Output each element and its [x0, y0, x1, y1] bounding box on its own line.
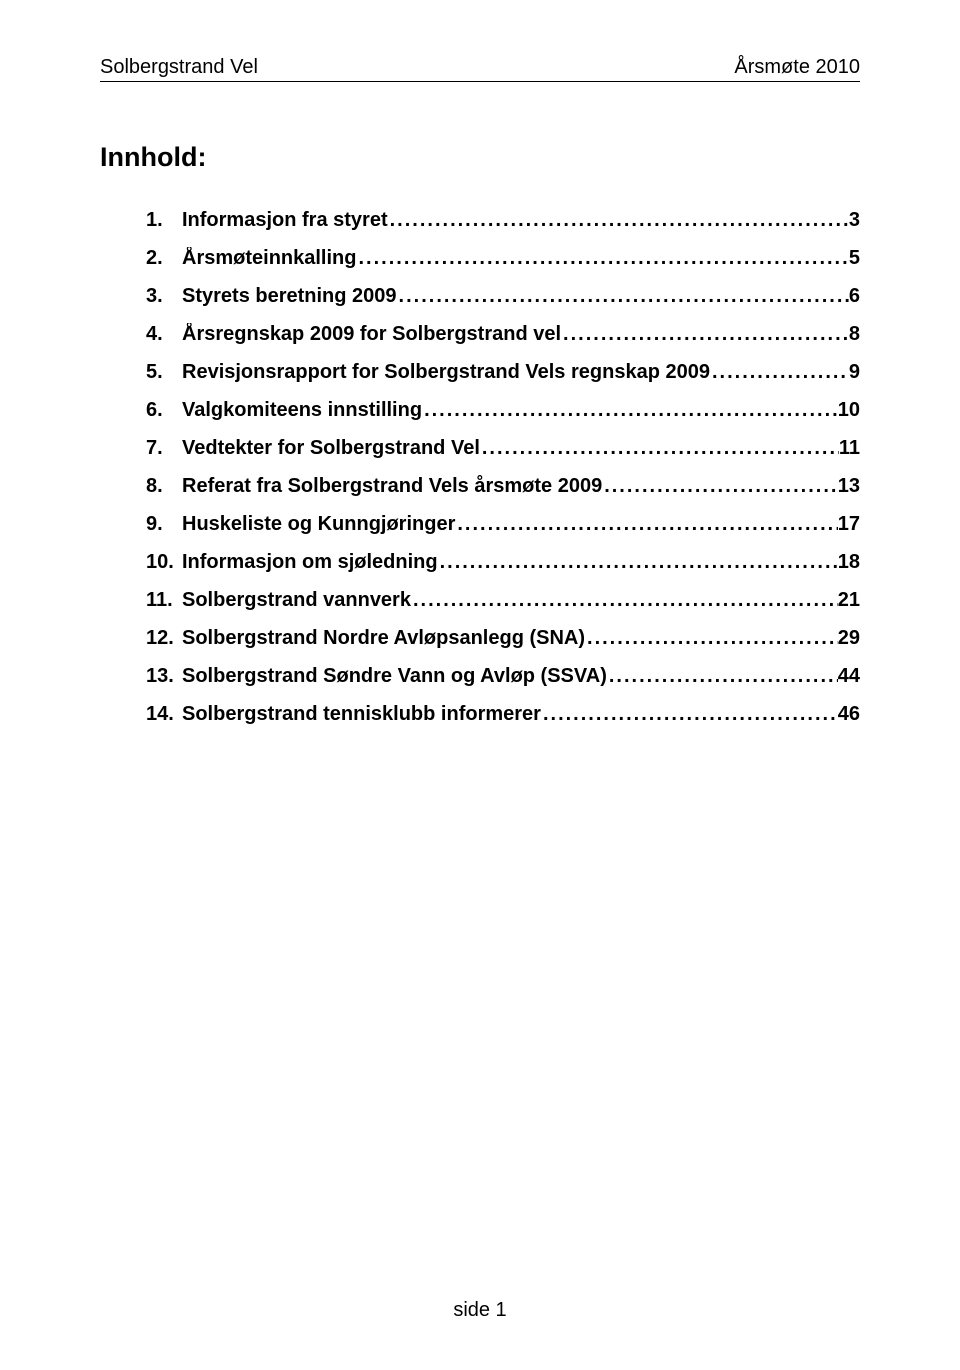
toc-entry-page: 29 — [838, 627, 860, 650]
toc-entry-label: Vedtekter for Solbergstrand Vel — [182, 437, 480, 460]
toc-entry-label: Solbergstrand Søndre Vann og Avløp (SSVA… — [182, 665, 607, 688]
toc-entry-number: 1. — [146, 209, 182, 232]
toc-entry: 13.Solbergstrand Søndre Vann og Avløp (S… — [146, 665, 860, 688]
toc-entry-number: 8. — [146, 475, 182, 498]
toc-entry-label: Solbergstrand vannverk — [182, 589, 411, 612]
toc-entry: 2.Årsmøteinnkalling 5 — [146, 247, 860, 270]
toc-entry-leader — [561, 323, 849, 346]
toc-entry-number: 3. — [146, 285, 182, 308]
toc-entry-leader — [397, 285, 849, 308]
toc-entry-label: Årsregnskap 2009 for Solbergstrand vel — [182, 323, 561, 346]
toc-entry-page: 13 — [838, 475, 860, 498]
toc-entry-number: 5. — [146, 361, 182, 384]
toc-entry-leader — [602, 475, 838, 498]
toc-entry-label: Informasjon om sjøledning — [182, 551, 438, 574]
toc-entry-label: Valgkomiteens innstilling — [182, 399, 422, 422]
toc-entry-leader — [607, 665, 838, 688]
toc-entry-page: 3 — [849, 209, 860, 232]
toc-entry-leader — [388, 209, 849, 232]
toc-entry-number: 11. — [146, 589, 182, 612]
page-title: Innhold: — [100, 142, 860, 173]
toc-entry: 6.Valgkomiteens innstilling 10 — [146, 399, 860, 422]
toc-entry-leader — [480, 437, 839, 460]
toc-entry-page: 6 — [849, 285, 860, 308]
toc-entry-label: Styrets beretning 2009 — [182, 285, 397, 308]
header-left: Solbergstrand Vel — [100, 56, 258, 79]
toc-entry-leader — [455, 513, 837, 536]
page: Solbergstrand Vel Årsmøte 2010 Innhold: … — [0, 0, 960, 1370]
table-of-contents: 1.Informasjon fra styret 3 2.Årsmøteinnkal… — [100, 209, 860, 726]
toc-entry: 8.Referat fra Solbergstrand Vels årsmøte… — [146, 475, 860, 498]
toc-entry: 10.Informasjon om sjøledning 18 — [146, 551, 860, 574]
toc-entry-page: 8 — [849, 323, 860, 346]
toc-entry: 5.Revisjonsrapport for Solbergstrand Vel… — [146, 361, 860, 384]
toc-entry-number: 9. — [146, 513, 182, 536]
toc-entry-label: Årsmøteinnkalling — [182, 247, 356, 270]
toc-entry-number: 13. — [146, 665, 182, 688]
toc-entry: 7.Vedtekter for Solbergstrand Vel 11 — [146, 437, 860, 460]
toc-entry: 4.Årsregnskap 2009 for Solbergstrand vel… — [146, 323, 860, 346]
toc-entry: 3.Styrets beretning 2009 6 — [146, 285, 860, 308]
toc-entry-page: 21 — [838, 589, 860, 612]
toc-entry-number: 10. — [146, 551, 182, 574]
toc-entry-leader — [438, 551, 838, 574]
toc-entry-number: 6. — [146, 399, 182, 422]
toc-entry-number: 4. — [146, 323, 182, 346]
toc-entry-label: Revisjonsrapport for Solbergstrand Vels … — [182, 361, 710, 384]
page-header: Solbergstrand Vel Årsmøte 2010 — [100, 56, 860, 82]
toc-entry-number: 2. — [146, 247, 182, 270]
toc-entry-page: 46 — [838, 703, 860, 726]
page-footer: side 1 — [0, 1299, 960, 1322]
toc-entry-page: 17 — [838, 513, 860, 536]
toc-entry-label: Huskeliste og Kunngjøringer — [182, 513, 455, 536]
toc-entry-page: 5 — [849, 247, 860, 270]
toc-entry: 12.Solbergstrand Nordre Avløpsanlegg (SN… — [146, 627, 860, 650]
toc-entry-label: Referat fra Solbergstrand Vels årsmøte 2… — [182, 475, 602, 498]
toc-entry-page: 11 — [839, 437, 860, 460]
toc-entry: 9.Huskeliste og Kunngjøringer 17 — [146, 513, 860, 536]
toc-entry-number: 12. — [146, 627, 182, 650]
toc-entry-page: 44 — [838, 665, 860, 688]
toc-entry-number: 14. — [146, 703, 182, 726]
toc-entry-page: 18 — [838, 551, 860, 574]
toc-entry-label: Solbergstrand tennisklubb informerer — [182, 703, 541, 726]
toc-entry-number: 7. — [146, 437, 182, 460]
toc-entry-leader — [422, 399, 838, 422]
toc-entry-leader — [411, 589, 838, 612]
toc-entry-leader — [585, 627, 838, 650]
toc-entry-leader — [356, 247, 848, 270]
toc-entry: 11.Solbergstrand vannverk 21 — [146, 589, 860, 612]
toc-entry-leader — [541, 703, 838, 726]
toc-entry-page: 9 — [849, 361, 860, 384]
toc-entry: 1.Informasjon fra styret 3 — [146, 209, 860, 232]
toc-entry-page: 10 — [838, 399, 860, 422]
toc-entry: 14.Solbergstrand tennisklubb informerer 4… — [146, 703, 860, 726]
toc-entry-label: Informasjon fra styret — [182, 209, 388, 232]
header-right: Årsmøte 2010 — [734, 56, 860, 79]
toc-entry-leader — [710, 361, 849, 384]
toc-entry-label: Solbergstrand Nordre Avløpsanlegg (SNA) — [182, 627, 585, 650]
